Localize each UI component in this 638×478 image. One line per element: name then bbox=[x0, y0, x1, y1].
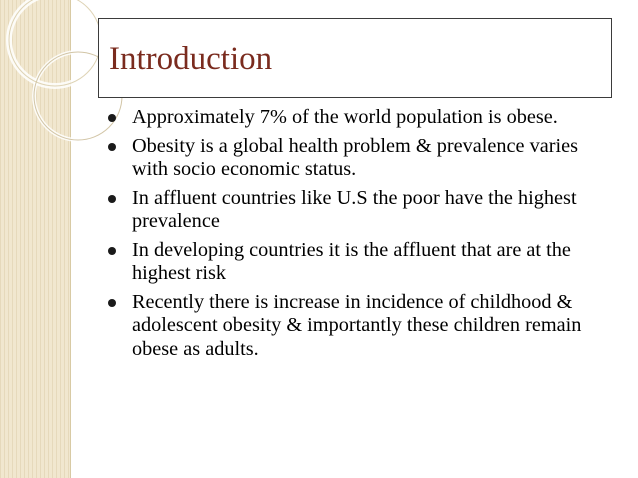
title-box: Introduction bbox=[98, 18, 612, 98]
bullet-item: Obesity is a global health problem & pre… bbox=[104, 135, 604, 182]
slide-title: Introduction bbox=[109, 41, 273, 77]
bullet-icon bbox=[108, 142, 116, 151]
bullet-item: Recently there is increase in incidence … bbox=[104, 291, 604, 362]
bullet-text: Obesity is a global health problem & pre… bbox=[132, 134, 579, 181]
bullet-item: Approximately 7% of the world population… bbox=[104, 106, 604, 130]
side-strip-edge bbox=[70, 0, 71, 478]
bullet-text: Approximately 7% of the world population… bbox=[132, 106, 558, 128]
bullet-item: In affluent countries like U.S the poor … bbox=[104, 187, 604, 234]
bullet-text: Recently there is increase in incidence … bbox=[132, 290, 582, 360]
bullet-item: In developing countries it is the afflue… bbox=[104, 239, 604, 286]
bullet-text: In affluent countries like U.S the poor … bbox=[132, 186, 577, 233]
bullet-icon bbox=[108, 246, 116, 255]
bullet-list: Approximately 7% of the world population… bbox=[104, 106, 604, 366]
bullet-text: In developing countries it is the afflue… bbox=[132, 238, 571, 285]
bullet-icon bbox=[108, 194, 116, 203]
bullet-icon bbox=[108, 298, 116, 307]
bullet-icon bbox=[108, 114, 116, 122]
